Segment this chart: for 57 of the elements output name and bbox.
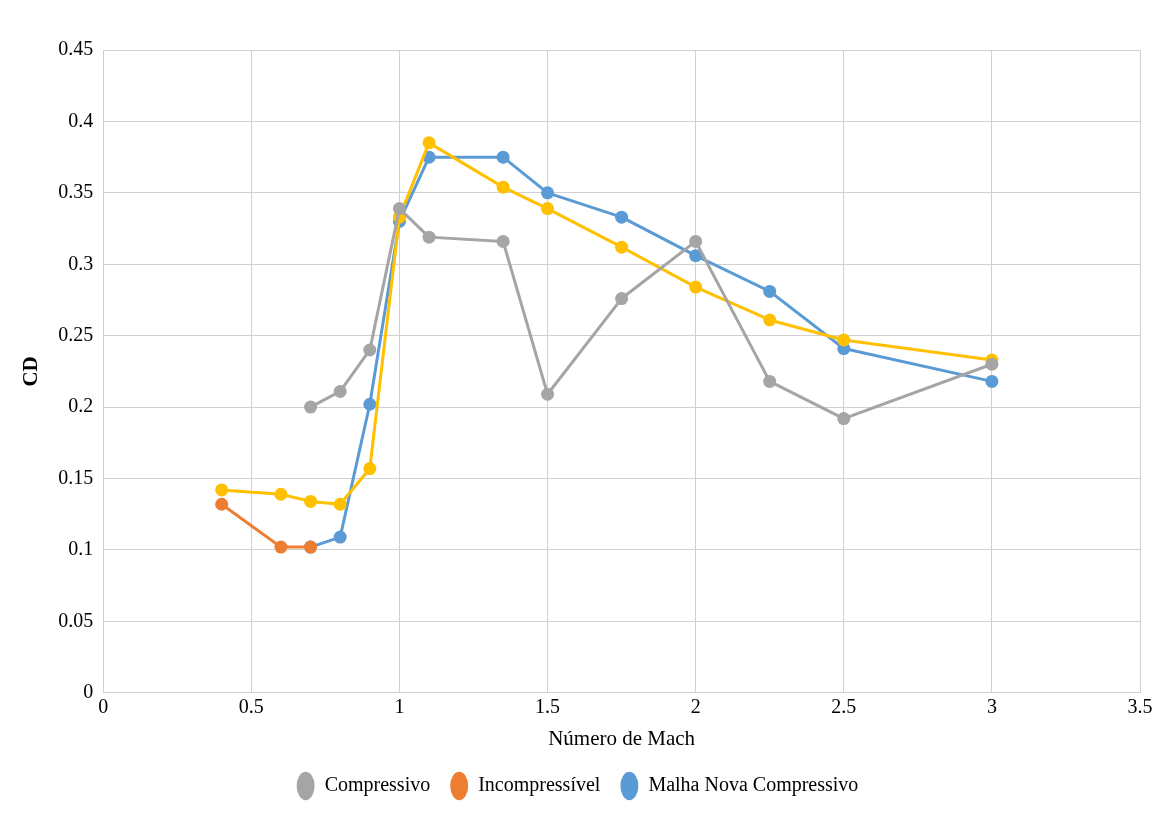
point [215,483,229,497]
point [689,234,703,248]
point [689,249,703,263]
point [215,497,229,511]
y-tick-label: 0.3 [68,251,94,274]
y-tick-label: 0.4 [68,108,94,131]
point [496,180,510,194]
point [422,136,436,150]
point [615,240,629,254]
point [985,374,999,388]
point [541,202,555,216]
legend-label: Malha Nova Compressivo [648,773,859,797]
point [615,210,629,224]
point [496,234,510,248]
point [837,333,851,347]
point [541,387,555,401]
point [274,540,288,554]
point [763,313,777,327]
y-tick-label: 0.25 [58,322,94,345]
point [422,230,436,244]
y-tick-label: 0.05 [58,608,94,631]
point [304,400,318,414]
point [763,284,777,298]
point [496,150,510,164]
y-tick-label: 0.35 [58,180,94,203]
y-tick-label: 0.1 [68,537,94,560]
point [333,497,347,511]
point [985,357,999,371]
x-tick-label: 2 [690,695,701,718]
y-axis-title: CD [18,356,43,387]
point [763,374,777,388]
point [392,202,406,216]
point [615,292,629,306]
y-tick-label: 0.45 [58,37,94,60]
point [689,280,703,294]
point [304,494,318,508]
x-tick-label: 1 [394,695,405,718]
x-tick-label: 0 [98,695,109,718]
point [333,530,347,544]
point [274,487,288,501]
x-tick-label: 0.5 [238,695,264,718]
x-tick-label: 3 [986,695,997,718]
point [837,412,851,426]
point [363,462,377,476]
x-tick-label: 1.5 [535,695,561,718]
y-tick-label: 0.2 [68,394,94,417]
y-tick-label: 0.15 [58,465,94,488]
point [541,186,555,200]
x-axis-title: Número de Mach [548,725,696,750]
legend-label: Incompressível [478,773,601,797]
point [363,343,377,357]
x-tick-label: 3.5 [1127,695,1153,718]
x-tick-label: 2.5 [831,695,857,718]
point [333,384,347,398]
point [363,397,377,411]
legend-label: Compressivo [324,773,431,797]
y-tick-label: 0 [83,680,94,703]
